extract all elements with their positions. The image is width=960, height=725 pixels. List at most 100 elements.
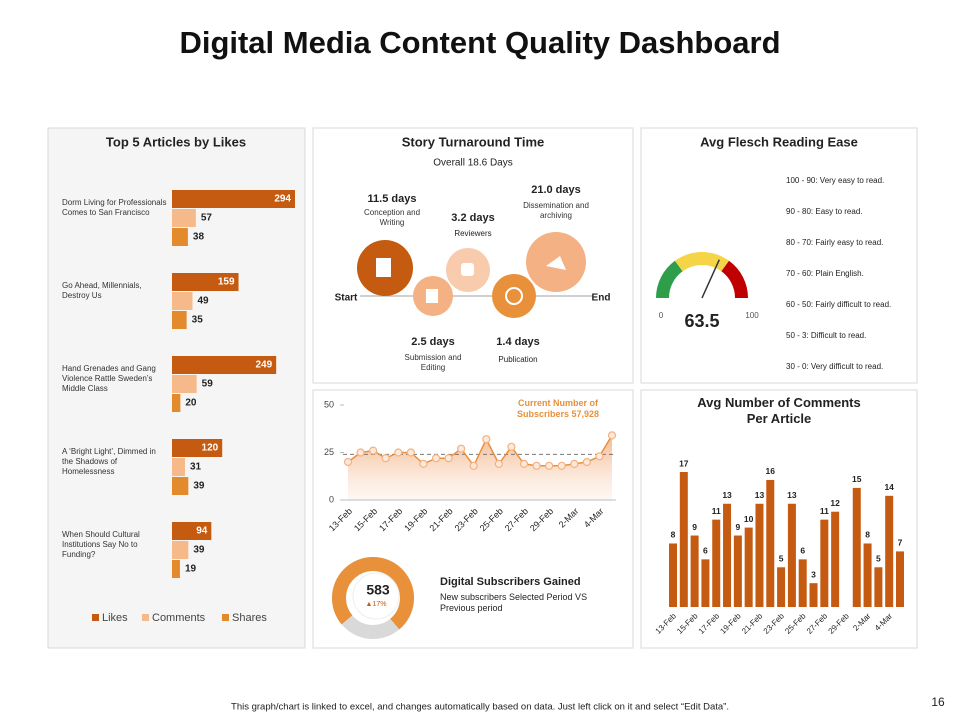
legend-label: Shares xyxy=(232,612,267,624)
marker xyxy=(570,459,579,468)
gauge-needle xyxy=(701,259,720,299)
marker xyxy=(607,431,617,440)
marker xyxy=(469,461,478,470)
stage-duration: 3.2 days xyxy=(451,212,494,224)
y-tick-label: 0 xyxy=(329,494,334,504)
data-label: 6 xyxy=(800,546,805,556)
gauge-min: 0 xyxy=(659,311,664,320)
data-label: 16 xyxy=(766,466,776,476)
marker xyxy=(356,448,365,457)
stage-label: Submission and Editing xyxy=(404,353,462,372)
marker xyxy=(482,435,491,444)
marker xyxy=(343,457,353,467)
data-label: 8 xyxy=(671,530,676,540)
donut-arc xyxy=(332,557,414,639)
bar xyxy=(766,479,775,607)
y-tick-label: 25 xyxy=(324,447,334,457)
bar xyxy=(172,311,187,329)
bar xyxy=(733,535,742,607)
legend-label: Likes xyxy=(102,612,128,624)
stage-icon xyxy=(505,287,523,305)
label-box: Hand Grenades and Gang Violence Rattle S… xyxy=(62,364,156,393)
stage-label: Conception and Writing xyxy=(363,208,421,227)
bar xyxy=(172,458,185,476)
label-box: When Should Cultural Institutions Say No… xyxy=(62,530,140,559)
panel-title-box: Avg Number of Comments Per Article xyxy=(697,395,861,427)
data-label: 57 xyxy=(201,213,213,224)
panel-title: Top 5 Articles by Likes xyxy=(106,134,246,149)
bar xyxy=(777,567,786,607)
page-number: 16 xyxy=(931,695,945,709)
bar xyxy=(172,209,196,227)
marker xyxy=(369,446,378,455)
bar xyxy=(723,503,732,607)
bar xyxy=(820,519,829,607)
data-label: 6 xyxy=(703,546,708,556)
bar xyxy=(874,567,883,607)
marker xyxy=(494,459,503,468)
donut-center xyxy=(352,572,400,620)
bar xyxy=(863,543,872,607)
start-label: Start xyxy=(335,293,358,304)
data-label: 249 xyxy=(255,360,272,371)
bar xyxy=(798,559,807,607)
marker xyxy=(595,452,604,461)
data-label: 12 xyxy=(830,498,840,508)
data-label: 9 xyxy=(692,522,697,532)
category-label: A ‘Bright Light’, Dimmed in the Shadows … xyxy=(62,447,156,476)
scale-note: 100 - 90: Very easy to read. xyxy=(786,176,884,185)
marker xyxy=(507,442,516,451)
stage-icon xyxy=(376,258,391,277)
bar xyxy=(172,292,193,310)
legend-swatch xyxy=(142,614,149,621)
marker xyxy=(545,461,554,470)
data-label: 39 xyxy=(193,545,205,556)
data-label: 120 xyxy=(202,443,219,454)
data-label: 7 xyxy=(898,538,903,548)
stage-label: Reviewers xyxy=(454,229,491,238)
panel-title: Avg Flesch Reading Ease xyxy=(700,134,858,149)
bar xyxy=(172,477,189,495)
scale-note: 80 - 70: Fairly easy to read. xyxy=(786,238,883,247)
marker xyxy=(557,461,566,470)
stage-duration: 21.0 days xyxy=(531,184,581,196)
annotation-box: Current Number of Subscribers 57,928 xyxy=(516,398,600,420)
kpi-change: ▲17% xyxy=(366,601,387,608)
data-label: 11 xyxy=(820,506,829,516)
data-label: 159 xyxy=(218,277,235,288)
data-label: 8 xyxy=(865,530,870,540)
marker xyxy=(419,459,428,468)
data-label: 35 xyxy=(192,315,204,326)
bar xyxy=(172,560,180,578)
gauge-max: 100 xyxy=(745,311,759,320)
data-label: 294 xyxy=(274,194,291,205)
stage-label-box: Conception and Writing xyxy=(363,208,421,227)
footer-note: This graph/chart is linked to excel, and… xyxy=(231,702,729,713)
bar xyxy=(172,541,189,559)
legend-swatch xyxy=(92,614,99,621)
bar xyxy=(744,527,753,607)
bar xyxy=(690,535,699,607)
panel-title: Avg Number of Comments Per Article xyxy=(697,395,861,427)
stage-duration: 11.5 days xyxy=(368,193,417,205)
data-label: 14 xyxy=(884,482,894,492)
data-label: 15 xyxy=(852,474,862,484)
bar xyxy=(172,522,212,540)
bar xyxy=(172,228,188,246)
scale-note: 90 - 80: Easy to read. xyxy=(786,207,863,216)
bar xyxy=(852,487,861,607)
scale-note: 70 - 60: Plain English. xyxy=(786,269,864,278)
data-label: 31 xyxy=(190,462,202,473)
bar xyxy=(172,394,181,412)
stage-icon xyxy=(426,289,438,303)
scale-note: 60 - 50: Fairly difficult to read. xyxy=(786,300,891,309)
bar xyxy=(172,273,239,291)
line xyxy=(347,435,613,468)
bar xyxy=(896,551,904,607)
annotation: Current Number of Subscribers 57,928 xyxy=(516,398,600,420)
marker xyxy=(532,461,541,470)
bar xyxy=(885,495,894,607)
category-label: Hand Grenades and Gang Violence Rattle S… xyxy=(62,364,156,393)
kpi-title: Digital Subscribers Gained xyxy=(440,576,581,588)
